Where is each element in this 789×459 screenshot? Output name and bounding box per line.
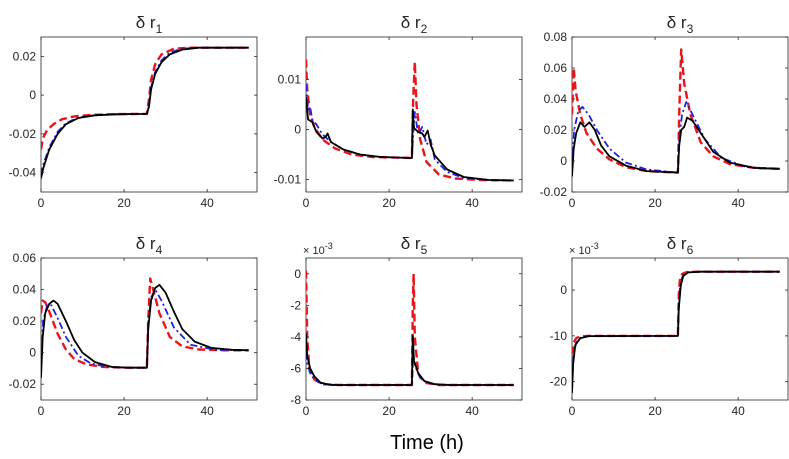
y-tick-label: 0.02	[544, 123, 568, 137]
panel-title-subscript: 5	[421, 243, 428, 257]
x-tick-label: 0	[303, 196, 310, 210]
series-line-black	[41, 283, 249, 378]
series-line-red	[41, 277, 249, 369]
series-line-black	[306, 96, 514, 182]
x-axis-label: Time (h)	[390, 432, 464, 454]
x-tick-label: 20	[648, 196, 662, 210]
y-tick-label: 0	[29, 88, 36, 102]
x-tick-label: 0	[303, 404, 310, 418]
y-tick-label: -4	[290, 330, 301, 344]
series-line-black	[572, 116, 780, 177]
x-tick-label: 20	[382, 404, 396, 418]
x-tick-label: 20	[382, 196, 396, 210]
x-tick-label: 40	[465, 404, 479, 418]
y-exponent-power: -3	[325, 241, 333, 251]
series-line-black	[41, 46, 249, 179]
x-tick-label: 0	[569, 404, 576, 418]
panel-title-subscript: 1	[156, 22, 163, 36]
panel-title: δ r5	[401, 234, 428, 257]
x-tick-label: 20	[648, 404, 662, 418]
y-tick-label: 0	[294, 123, 301, 137]
y-tick-label: -8	[290, 393, 301, 407]
x-tick-label: 20	[117, 404, 131, 418]
x-tick-label: 0	[38, 404, 45, 418]
series-line-blue	[306, 352, 514, 386]
y-tick-label: -0.02	[540, 185, 568, 199]
y-tick-label: -0.02	[9, 127, 37, 141]
y-tick-label: 0.06	[544, 61, 568, 75]
x-tick-label: 0	[569, 196, 576, 210]
x-tick-label: 40	[465, 196, 479, 210]
y-tick-label: 0	[560, 283, 567, 297]
plot-area	[40, 36, 258, 193]
panel-title: δ r1	[136, 13, 163, 36]
y-tick-label: 0	[29, 346, 36, 360]
panel-title: δ r3	[667, 13, 694, 36]
y-exponent-label: × 10-3	[569, 241, 599, 257]
y-tick-label: -0.04	[9, 166, 37, 180]
x-tick-label: 40	[731, 404, 745, 418]
panel-1: 0 20 40 -0.04 -0.02 0 0.02 δ r1	[9, 13, 258, 210]
panel-6: 0 20 40 -20 -10 0 δ r6 × 10-3	[550, 234, 789, 418]
panel-title: δ r4	[136, 234, 163, 257]
series-line-black	[572, 270, 780, 394]
panel-title-subscript: 2	[421, 22, 428, 36]
y-tick-label: -2	[290, 298, 301, 312]
y-tick-label: 0.02	[13, 49, 37, 63]
panel-title-subscript: 6	[687, 243, 694, 257]
y-exponent-power: -3	[591, 241, 599, 251]
panel-title: δ r6	[667, 234, 694, 257]
y-tick-label: 0.01	[278, 73, 302, 87]
y-tick-label: 0	[294, 267, 301, 281]
y-tick-label: 0.02	[13, 314, 37, 328]
x-tick-label: 0	[38, 196, 45, 210]
panel-title: δ r2	[401, 13, 428, 36]
x-tick-label: 40	[731, 196, 745, 210]
y-tick-label: 0.08	[544, 30, 568, 44]
x-tick-label: 40	[200, 404, 214, 418]
y-tick-label: -20	[550, 375, 568, 389]
y-tick-label: 0.04	[544, 92, 568, 106]
y-tick-label: 0.04	[13, 283, 37, 297]
x-tick-label: 20	[117, 196, 131, 210]
y-tick-label: -0.02	[9, 377, 37, 391]
x-tick-label: 40	[200, 196, 214, 210]
y-tick-label: 0.06	[13, 251, 37, 265]
y-tick-label: 0	[560, 154, 567, 168]
panel-5: 0 20 40 -8 -6 -4 -2 0 δ r5 × 10-3	[290, 234, 523, 418]
y-tick-label: -10	[550, 329, 568, 343]
y-tick-label: -6	[290, 361, 301, 375]
series-line-black	[306, 333, 514, 386]
panel-title-subscript: 3	[687, 22, 694, 36]
panel-title-subscript: 4	[156, 243, 163, 257]
y-tick-label: -0.01	[274, 173, 302, 187]
y-exponent-label: × 10-3	[303, 241, 333, 257]
